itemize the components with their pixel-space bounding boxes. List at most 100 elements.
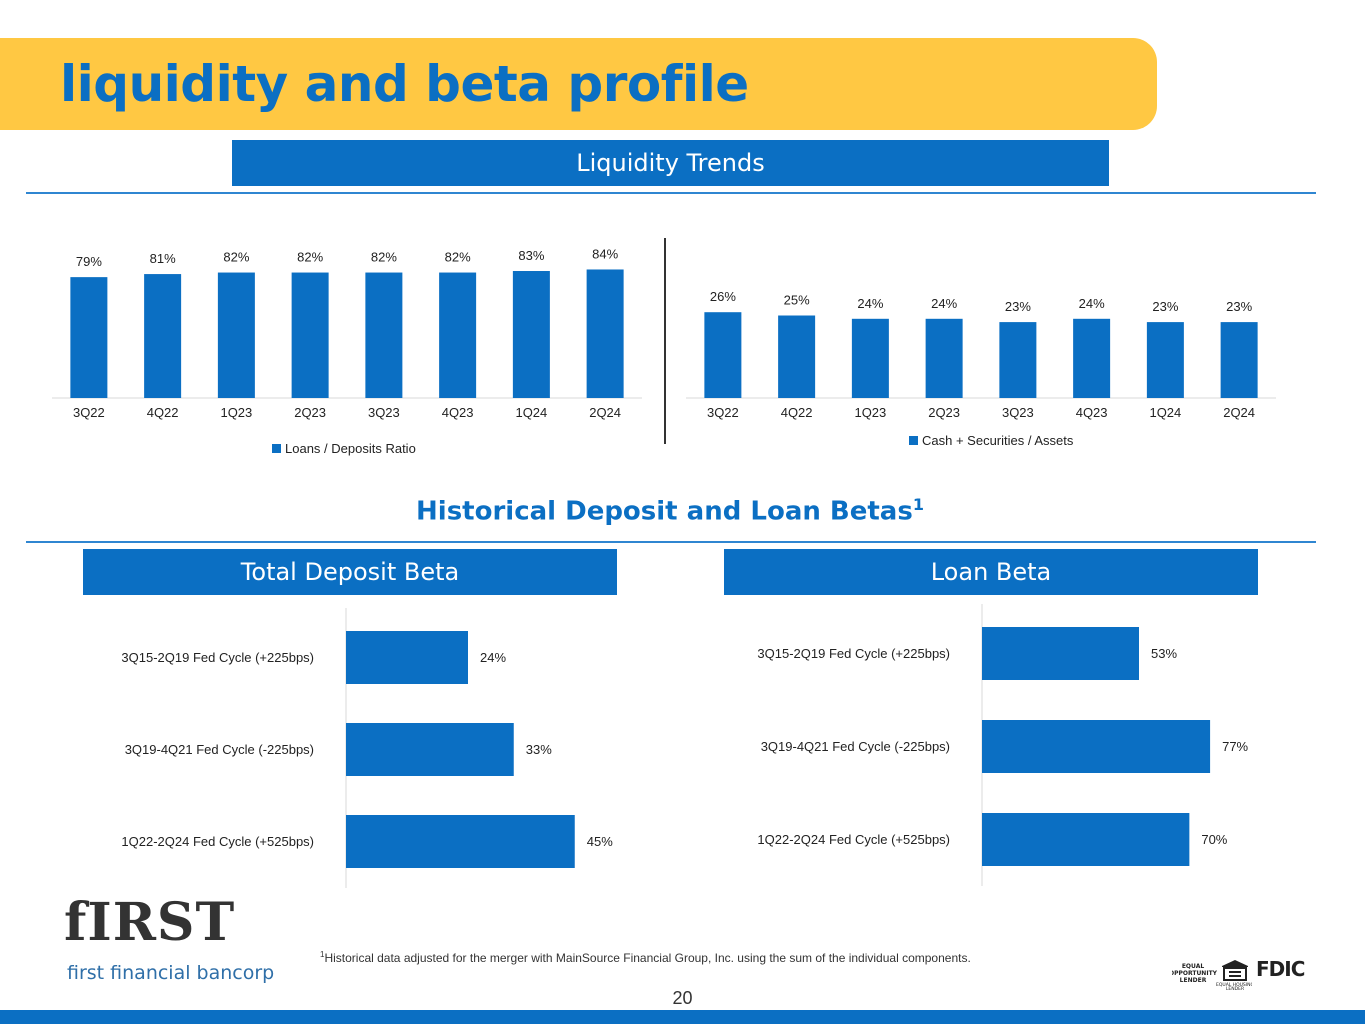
bar (1073, 318, 1111, 398)
deposit-beta-title: Total Deposit Beta (240, 558, 460, 586)
data-label: 81% (150, 251, 176, 266)
loans-deposits-chart: 79% 3Q22 81% 4Q22 82% 1Q23 82% 2Q23 82% 3Q23 82% 4Q… (52, 246, 642, 420)
bar (217, 272, 255, 398)
category-label: 3Q19-4Q21 Fed Cycle (-225bps) (761, 739, 950, 754)
data-label: 25% (784, 293, 810, 308)
data-label: 84% (592, 246, 618, 261)
data-label: 45% (587, 834, 613, 849)
data-label: 70% (1201, 832, 1227, 847)
footnote-number: 1 (320, 950, 325, 959)
liquidity-trends-banner: Liquidity Trends (232, 140, 1109, 186)
data-label: 82% (445, 250, 471, 265)
bar (70, 277, 108, 398)
x-tick-label: 4Q23 (442, 405, 474, 420)
bar (346, 631, 468, 684)
svg-text:LENDER: LENDER (1180, 977, 1207, 984)
bar (346, 723, 514, 776)
data-label: 53% (1151, 646, 1177, 661)
bar (1220, 322, 1258, 398)
bar (439, 272, 477, 398)
x-tick-label: 2Q24 (1223, 405, 1255, 420)
data-label: 77% (1222, 739, 1248, 754)
betas-section-title-text: Historical Deposit and Loan Betas (416, 496, 913, 527)
section2-rule (26, 541, 1316, 543)
x-tick-label: 3Q23 (368, 405, 400, 420)
loan-beta-title: Loan Beta (930, 558, 1052, 586)
page-title: liquidity and beta profile (60, 55, 749, 113)
legend-label: Cash + Securities / Assets (922, 433, 1074, 448)
legend-loans-deposits: Loans / Deposits Ratio (272, 441, 416, 456)
footnote: 1Historical data adjusted for the merger… (320, 950, 971, 965)
bar (346, 815, 575, 868)
bar (704, 312, 742, 398)
data-label: 33% (526, 742, 552, 757)
bar (999, 322, 1037, 398)
data-label: 24% (480, 650, 506, 665)
equal-opportunity-lender-badge: EQUAL OPPORTUNITY LENDER EQUAL HOUSING L… (1172, 960, 1252, 990)
x-tick-label: 1Q24 (1149, 405, 1181, 420)
deposit-beta-chart: 24% 3Q15-2Q19 Fed Cycle (+225bps) 33% 3Q19-… (121, 608, 613, 888)
legend-cash-securities: Cash + Securities / Assets (909, 433, 1073, 448)
legend-label: Loans / Deposits Ratio (285, 441, 416, 456)
bar (291, 272, 329, 398)
data-label: 82% (371, 250, 397, 265)
x-tick-label: 2Q23 (928, 405, 960, 420)
equal-housing-icon: EQUAL HOUSING LENDER (1216, 960, 1252, 990)
data-label: 23% (1152, 299, 1178, 314)
data-label: 24% (857, 296, 883, 311)
page-number: 20 (672, 988, 693, 1008)
x-tick-label: 1Q24 (515, 405, 547, 420)
data-label: 83% (518, 248, 544, 263)
loan-beta-chart: 53% 3Q15-2Q19 Fed Cycle (+225bps) 77% 3Q19-… (757, 604, 1249, 886)
x-tick-label: 2Q24 (589, 405, 621, 420)
deposit-beta-banner: Total Deposit Beta (83, 549, 617, 595)
data-label: 24% (1079, 296, 1105, 311)
data-label: 24% (931, 296, 957, 311)
x-tick-label: 2Q23 (294, 405, 326, 420)
category-label: 3Q15-2Q19 Fed Cycle (+225bps) (121, 650, 314, 665)
bar (982, 627, 1139, 680)
company-logo: fIRST (64, 892, 236, 953)
svg-text:EQUAL: EQUAL (1182, 963, 1205, 970)
cash-securities-chart: 26% 3Q22 25% 4Q22 24% 1Q23 24% 2Q23 23% 3Q23 24% 4Q… (686, 289, 1276, 420)
bar (778, 315, 816, 398)
x-tick-label: 1Q23 (854, 405, 886, 420)
bar (586, 269, 624, 398)
section1-rule (26, 192, 1316, 194)
bar (144, 274, 182, 398)
bar (365, 272, 403, 398)
data-label: 82% (297, 250, 323, 265)
liquidity-trends-title: Liquidity Trends (576, 149, 765, 177)
category-label: 1Q22-2Q24 Fed Cycle (+525bps) (757, 832, 950, 847)
footnote-text: Historical data adjusted for the merger … (324, 951, 971, 965)
category-label: 3Q15-2Q19 Fed Cycle (+225bps) (757, 646, 950, 661)
x-tick-label: 3Q23 (1002, 405, 1034, 420)
svg-text:LENDER: LENDER (1226, 986, 1244, 990)
svg-text:EQUAL HOUSING: EQUAL HOUSING (1216, 982, 1252, 988)
title-band (0, 38, 1157, 130)
footnote-marker: 1 (912, 495, 924, 514)
bar (512, 271, 550, 398)
svg-text:OPPORTUNITY: OPPORTUNITY (1172, 970, 1218, 977)
category-label: 3Q19-4Q21 Fed Cycle (-225bps) (125, 742, 314, 757)
category-label: 1Q22-2Q24 Fed Cycle (+525bps) (121, 834, 314, 849)
legend-swatch (909, 436, 918, 445)
data-label: 79% (76, 254, 102, 269)
data-label: 23% (1005, 299, 1031, 314)
data-label: 26% (710, 289, 736, 304)
x-tick-label: 1Q23 (220, 405, 252, 420)
loan-beta-banner: Loan Beta (724, 549, 1258, 595)
footer-bar (0, 1010, 1365, 1024)
x-tick-label: 4Q22 (147, 405, 179, 420)
legend-swatch (272, 444, 281, 453)
fdic-logo: FDIC (1256, 957, 1305, 981)
x-tick-label: 4Q22 (781, 405, 813, 420)
bar (982, 813, 1190, 866)
x-tick-label: 4Q23 (1076, 405, 1108, 420)
bar (982, 720, 1211, 773)
company-name: first financial bancorp (67, 962, 275, 984)
data-label: 23% (1226, 299, 1252, 314)
bar (851, 318, 889, 398)
bar (1146, 322, 1184, 398)
data-label: 82% (223, 250, 249, 265)
